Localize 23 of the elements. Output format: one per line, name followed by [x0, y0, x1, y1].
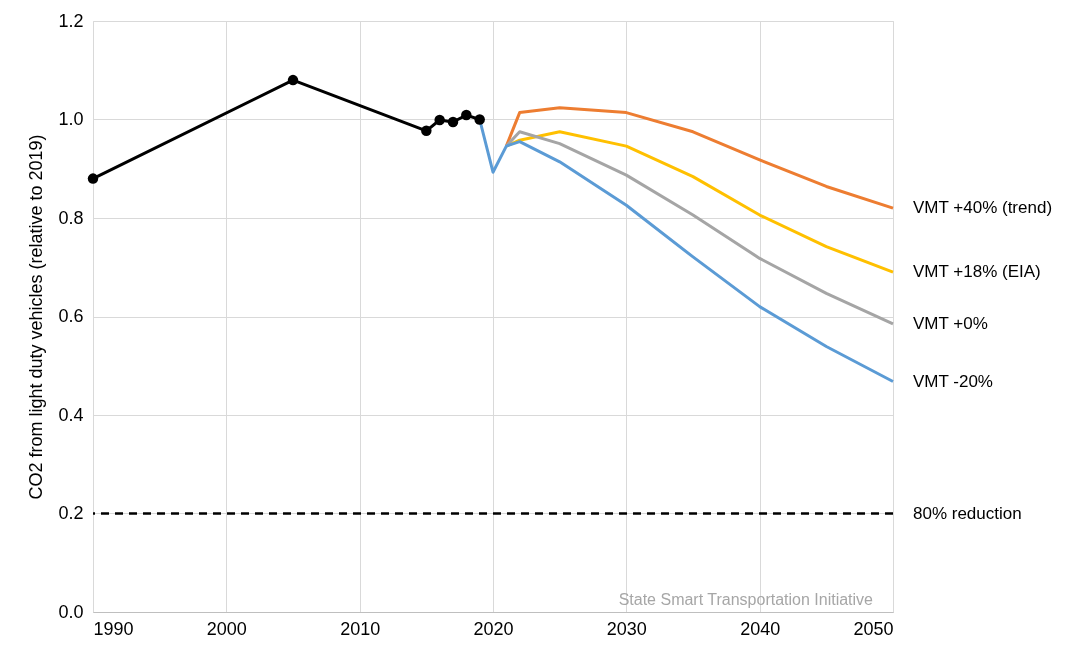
x-tick-label: 2030 [606, 618, 647, 639]
x-tick-label: 2000 [206, 618, 247, 639]
line-series [504, 130, 895, 326]
y-axis-title: CO2 from light duty vehicles (relative to 2019) [26, 134, 47, 500]
ref-line-label: 80% reduction [913, 503, 1022, 523]
y-tick-label: 0.4 [58, 404, 84, 425]
annotation: State Smart Transportation Initiative [618, 591, 874, 608]
y-tick-label: 0.2 [58, 503, 84, 523]
y-tick-label: 0.0 [58, 601, 84, 622]
series-label: VMT +18% (EIA) [913, 262, 1041, 282]
line-series [504, 106, 895, 210]
series-label: VMT +40% (trend) [913, 198, 1053, 218]
y-tick-label: 0.6 [58, 306, 84, 326]
series-label: VMT -20% [913, 371, 993, 391]
y-tick-label: 1.0 [58, 109, 84, 129]
y-tick-label: 1.2 [58, 10, 84, 31]
x-tick-label: 2040 [740, 618, 781, 639]
series-label: VMT +0% [913, 313, 988, 333]
y-tick-label: 0.8 [58, 207, 84, 228]
x-tick-label: 2010 [340, 618, 381, 639]
x-tick-label: 1990 [93, 618, 134, 639]
x-tick-label: 2050 [853, 618, 894, 639]
x-tick-label: 2020 [473, 618, 514, 639]
